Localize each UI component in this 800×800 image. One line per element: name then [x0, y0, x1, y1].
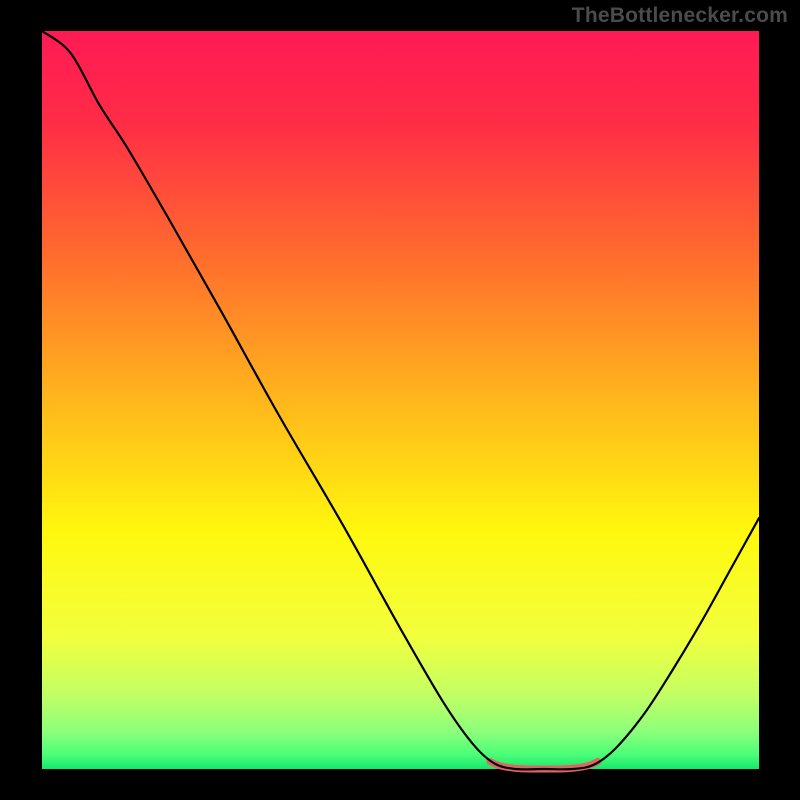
plot-background: [42, 31, 759, 769]
bottleneck-chart: [0, 0, 800, 800]
watermark-text: TheBottlenecker.com: [572, 4, 788, 28]
